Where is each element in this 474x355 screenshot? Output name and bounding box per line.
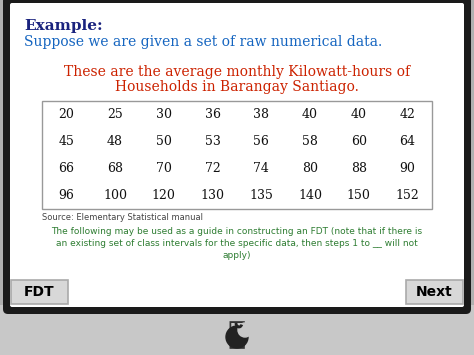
Text: Next: Next	[416, 285, 453, 299]
Text: 120: 120	[152, 189, 176, 202]
Circle shape	[226, 326, 248, 348]
Circle shape	[238, 323, 252, 337]
Text: 40: 40	[302, 108, 318, 121]
Text: 53: 53	[205, 135, 220, 148]
Text: 36: 36	[205, 108, 220, 121]
Text: 150: 150	[347, 189, 371, 202]
Text: 72: 72	[205, 162, 220, 175]
Text: 96: 96	[58, 189, 74, 202]
Text: 100: 100	[103, 189, 127, 202]
FancyBboxPatch shape	[0, 305, 474, 355]
Text: Example:: Example:	[24, 19, 103, 33]
FancyBboxPatch shape	[11, 280, 68, 304]
Text: 50: 50	[156, 135, 172, 148]
Text: 152: 152	[396, 189, 419, 202]
Text: : 	[228, 321, 246, 350]
Text: 58: 58	[302, 135, 318, 148]
Text: 20: 20	[58, 108, 74, 121]
Text: 66: 66	[58, 162, 74, 175]
Text: These are the average monthly Kilowatt-hours of: These are the average monthly Kilowatt-h…	[64, 65, 410, 79]
FancyBboxPatch shape	[3, 0, 471, 314]
Text: Source: Elementary Statistical manual: Source: Elementary Statistical manual	[42, 213, 203, 222]
Text: 130: 130	[201, 189, 225, 202]
Text: FDT: FDT	[24, 285, 55, 299]
Bar	[42, 101, 432, 209]
Text: Suppose we are given a set of raw numerical data.: Suppose we are given a set of raw numeri…	[24, 35, 382, 49]
Text: 90: 90	[400, 162, 416, 175]
Text: 45: 45	[58, 135, 74, 148]
Text: 88: 88	[351, 162, 367, 175]
Text: 68: 68	[107, 162, 123, 175]
Text: 140: 140	[298, 189, 322, 202]
Text: 56: 56	[254, 135, 269, 148]
Text: 25: 25	[107, 108, 123, 121]
Text: 80: 80	[302, 162, 318, 175]
Text: 70: 70	[156, 162, 172, 175]
Text: 48: 48	[107, 135, 123, 148]
Text: 60: 60	[351, 135, 367, 148]
Text: 30: 30	[156, 108, 172, 121]
Text: 38: 38	[254, 108, 269, 121]
FancyBboxPatch shape	[10, 3, 464, 307]
Text: 40: 40	[351, 108, 367, 121]
Text: 135: 135	[249, 189, 273, 202]
Text: 64: 64	[400, 135, 416, 148]
Text: Households in Barangay Santiago.: Households in Barangay Santiago.	[115, 80, 359, 94]
FancyBboxPatch shape	[406, 280, 463, 304]
Text: 42: 42	[400, 108, 416, 121]
Text: 74: 74	[254, 162, 269, 175]
Text: The following may be used as a guide in constructing an FDT (note that if there : The following may be used as a guide in …	[52, 227, 422, 260]
